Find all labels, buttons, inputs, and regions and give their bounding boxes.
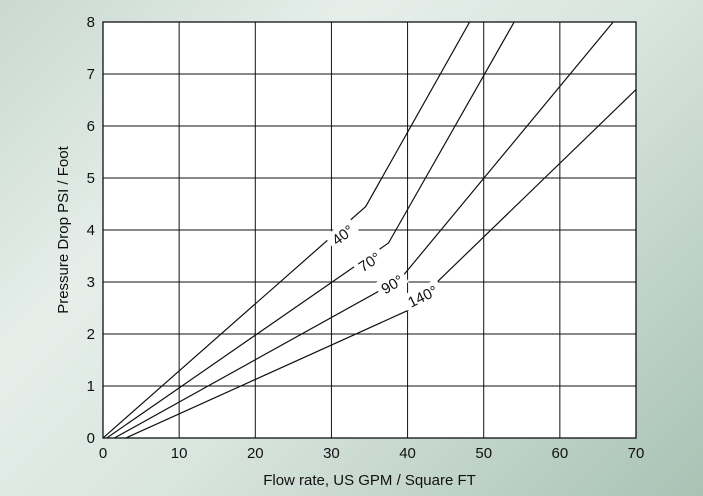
x-tick-label: 50: [475, 445, 492, 462]
y-tick-label: 8: [87, 14, 95, 31]
y-tick-label: 5: [87, 170, 95, 187]
x-tick-label: 20: [247, 445, 264, 462]
curve-label-bg: [373, 268, 409, 298]
curve-line: [106, 22, 515, 438]
y-tick-label: 2: [87, 326, 95, 343]
x-axis-label: Flow rate, US GPM / Square FT: [263, 472, 476, 489]
plot-frame: [102, 21, 637, 439]
y-tick-label: 7: [87, 66, 95, 83]
grid: [103, 22, 636, 438]
x-tick-label: 30: [323, 445, 340, 462]
x-tick-label: 10: [171, 445, 188, 462]
y-tick-label: 6: [87, 118, 95, 135]
x-tick-label: 70: [628, 445, 645, 462]
curve-line: [103, 22, 471, 438]
x-tick-label: 40: [399, 445, 416, 462]
y-tick-label: 3: [87, 274, 95, 291]
curve-labels: 40°70°90°140°: [324, 217, 444, 311]
curve-label-bg: [351, 245, 386, 276]
curve-label-group: 90°: [373, 268, 409, 298]
y-tick-label: 4: [87, 222, 95, 239]
curve-label-bg: [400, 278, 444, 311]
curve-label-bg: [324, 217, 359, 250]
y-tick-label: 0: [87, 430, 95, 447]
x-tick-label: 60: [552, 445, 569, 462]
y-tick-label: 1: [87, 378, 95, 395]
x-tick-labels: 0 10 20 30 40 50 60 70: [99, 445, 645, 462]
y-tick-labels: 0 1 2 3 4 5 6 7 8: [87, 14, 95, 447]
y-axis-label: Pressure Drop PSI / Foot: [55, 145, 72, 313]
x-tick-label: 0: [99, 445, 107, 462]
